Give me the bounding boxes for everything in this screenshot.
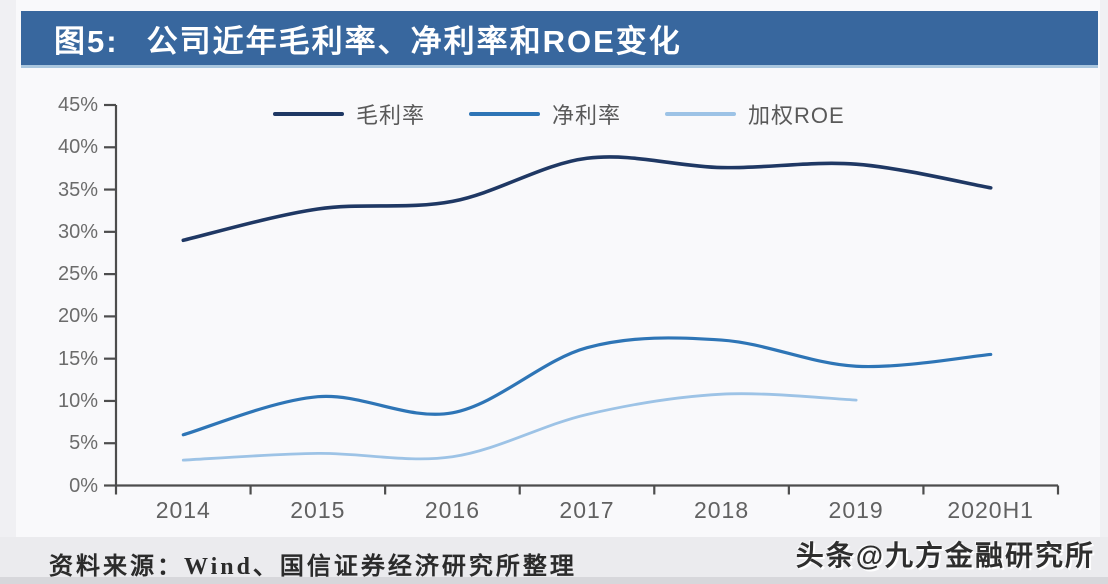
x-tick-label: 2020H1 xyxy=(947,497,1034,523)
legend-item-gross-margin: 毛利率 xyxy=(273,98,425,130)
footer-strip xyxy=(0,537,1108,577)
legend-label: 净利率 xyxy=(552,103,622,128)
y-tick-label: 5% xyxy=(69,432,98,455)
legend-line-swatch xyxy=(273,112,344,116)
legend-label: 毛利率 xyxy=(356,103,426,128)
y-tick-label: 25% xyxy=(57,263,98,286)
y-tick-label: 20% xyxy=(57,305,98,328)
chart-legend: 毛利率 净利率 加权ROE xyxy=(273,100,845,128)
watermark-text: 头条@九方金融研究所 xyxy=(795,540,1095,571)
legend-line-swatch xyxy=(665,112,737,116)
axis-lines xyxy=(114,105,1058,487)
chart-panel xyxy=(16,0,1100,537)
legend-item-weighted-roe: 加权ROE xyxy=(665,98,845,130)
net-margin-line xyxy=(181,336,993,437)
legend-label: 加权ROE xyxy=(748,103,845,128)
y-tick-label: 35% xyxy=(57,178,98,201)
x-tick-label: 2015 xyxy=(290,497,346,523)
data-source-note: 资料来源：Wind、国信证券经济研究所整理 xyxy=(49,554,577,580)
bottom-edge xyxy=(0,577,1108,584)
x-tick-label: 2019 xyxy=(828,497,884,523)
x-tick-label: 2016 xyxy=(424,497,480,523)
y-tick-label: 40% xyxy=(57,136,98,159)
x-tick-label: 2017 xyxy=(559,497,615,523)
weighted-roe-line xyxy=(181,392,858,462)
legend-item-net-margin: 净利率 xyxy=(469,98,621,130)
figure-title-bar: 图5: 公司近年毛利率、净利率和ROE变化 xyxy=(21,11,1098,68)
y-tick-label: 0% xyxy=(69,474,98,497)
y-tick-label: 15% xyxy=(57,347,98,370)
figure-title-text: 公司近年毛利率、净利率和ROE变化 xyxy=(146,23,682,59)
gross-margin-line xyxy=(181,155,993,243)
y-tick-label: 10% xyxy=(57,389,98,412)
x-tick-label: 2014 xyxy=(155,497,211,523)
y-tick-label: 45% xyxy=(57,94,98,116)
y-tick-label: 30% xyxy=(57,220,98,243)
legend-line-swatch xyxy=(469,112,541,116)
figure-number-label: 图5: xyxy=(54,23,119,59)
x-tick-label: 2018 xyxy=(693,497,750,523)
